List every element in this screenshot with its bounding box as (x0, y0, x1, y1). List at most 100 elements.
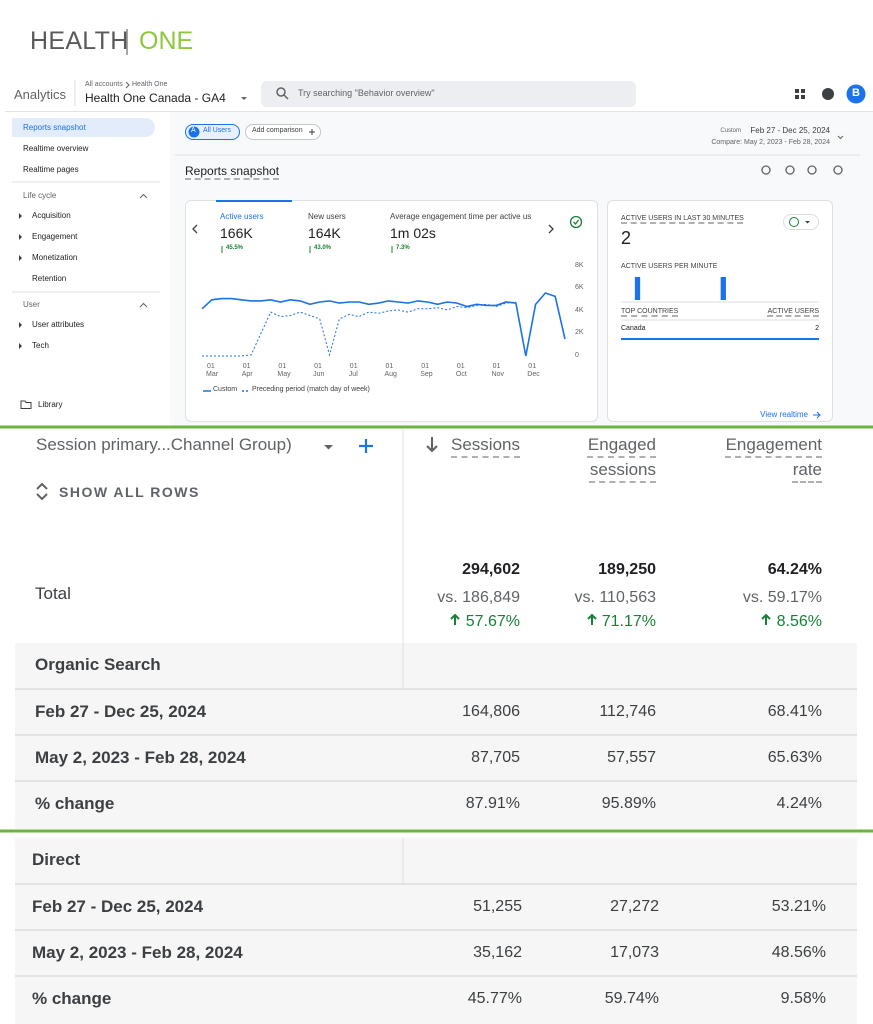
metric-label[interactable]: Active users (220, 212, 264, 221)
search-box[interactable] (261, 81, 636, 107)
x-tick-label: 01 (456, 363, 465, 370)
y-tick-label: 4K (575, 306, 584, 314)
metric-change: 43.0% (314, 245, 332, 251)
nav-item[interactable]: Engagement (32, 232, 78, 241)
total-compare: vs. 110,563 (574, 589, 656, 606)
nav-section[interactable]: User (23, 300, 40, 309)
table-header: ACTIVE USERS (767, 308, 819, 315)
date-mode: Custom (720, 128, 741, 134)
row-label: Feb 27 - Dec 25, 2024 (32, 897, 204, 916)
row-label: May 2, 2023 - Feb 28, 2024 (32, 943, 243, 962)
group-name: Organic Search (35, 655, 161, 674)
view-realtime-link[interactable]: View realtime (760, 410, 808, 419)
x-tick-label: 01 (314, 363, 322, 370)
nav-section[interactable]: Life cycle (23, 191, 57, 200)
x-tick-label: Oct (455, 371, 467, 378)
group-band (15, 838, 857, 1024)
metric-value: 164K (308, 225, 341, 241)
metric-value: 1m 02s (390, 225, 436, 241)
cell-value: 59.74% (604, 990, 659, 1007)
cell-value: 27,272 (610, 898, 659, 915)
column-header[interactable]: Engaged sessions (587, 435, 656, 479)
nav-item[interactable]: Realtime pages (23, 165, 79, 174)
status-pill[interactable] (783, 214, 819, 230)
y-tick-label: 6K (575, 284, 584, 291)
avatar-letter[interactable]: B (852, 87, 860, 99)
row-label: % change (35, 794, 115, 813)
nav-item[interactable]: Reports snapshot (23, 123, 86, 132)
x-tick-label: Dec (527, 371, 540, 378)
x-tick-label: May (277, 371, 291, 378)
realtime-title: ACTIVE USERS IN LAST 30 MINUTES (621, 215, 744, 222)
product-name: Analytics (14, 87, 67, 102)
x-tick-label: Mar (206, 371, 219, 378)
cell-value: 95.89% (601, 795, 656, 812)
metric-label[interactable]: Average engagement time per active us (390, 212, 532, 221)
metric-change: 45.5% (226, 245, 244, 251)
add-comparison-chip[interactable] (245, 124, 321, 140)
realtime-value: 2 (621, 228, 632, 248)
dimension-selector[interactable]: Session primary...Channel Group) (36, 435, 292, 454)
x-tick-label: Sep (420, 371, 433, 378)
cell-value: 9.58% (780, 990, 826, 1007)
cell-value: 87.91% (465, 795, 520, 812)
total-value: 189,250 (598, 561, 656, 578)
chart-title: ACTIVE USERS PER MINUTE (621, 263, 718, 270)
realtime-card (607, 200, 833, 422)
sidebar (5, 112, 170, 426)
total-compare: vs. 59.17% (742, 589, 822, 606)
x-tick-label: Apr (241, 371, 253, 378)
cell-value: 112,746 (599, 703, 656, 720)
total-change: 57.67% (465, 613, 520, 630)
x-tick-label: 01 (278, 363, 287, 370)
nav-item[interactable]: Library (38, 400, 63, 409)
total-label: Total (35, 584, 71, 603)
x-tick-label: Jun (313, 371, 325, 378)
nav-item[interactable]: Acquisition (32, 211, 71, 220)
cell-value: 4.24% (776, 795, 822, 812)
y-tick-label: 8K (575, 261, 584, 269)
country-value: 2 (815, 325, 819, 332)
cell-value: 53.21% (771, 898, 826, 915)
nav-item[interactable]: Retention (32, 274, 67, 283)
cell-value: 87,705 (471, 749, 520, 766)
compare-range: Compare: May 2, 2023 - Feb 28, 2024 (711, 139, 830, 146)
y-tick-label: 2K (575, 329, 584, 336)
total-value: 294,602 (462, 561, 520, 578)
x-tick-label: 01 (385, 363, 394, 370)
legend-label: Custom (213, 386, 238, 393)
nav-item[interactable]: Monetization (32, 253, 78, 262)
metric-change: 7.3% (396, 245, 410, 251)
country-name: Canada (621, 325, 646, 332)
total-compare: vs. 186,849 (437, 589, 520, 606)
cell-value: 65.63% (767, 749, 822, 766)
cell-value: 164,806 (462, 703, 520, 720)
logo-text: HEALTH (30, 27, 129, 55)
row-label: Feb 27 - Dec 25, 2024 (35, 702, 207, 721)
nav-item[interactable]: Tech (32, 341, 49, 350)
group-name: Direct (32, 850, 81, 869)
legend-label: Preceding period (match day of week) (252, 386, 370, 393)
column-header[interactable]: Engagement rate (725, 435, 822, 479)
x-tick-label: 01 (242, 363, 251, 370)
row-label: May 2, 2023 - Feb 28, 2024 (35, 748, 246, 767)
logo-text: ONE (139, 27, 194, 55)
row-label: % change (32, 989, 112, 1008)
date-range[interactable]: Feb 27 - Dec 25, 2024 (750, 126, 830, 135)
nav-item[interactable]: Realtime overview (23, 144, 89, 153)
metric-label[interactable]: New users (308, 212, 346, 221)
show-all-rows[interactable]: SHOW ALL ROWS (59, 484, 200, 500)
column-header[interactable]: Sessions (451, 435, 520, 454)
breadcrumb: Health One (132, 81, 168, 88)
cell-value: 57,557 (607, 749, 656, 766)
property-name[interactable]: Health One Canada - GA4 (85, 91, 226, 105)
y-tick-label: 0 (575, 351, 579, 359)
x-tick-label: Aug (384, 371, 397, 378)
total-change: 71.17% (601, 613, 656, 630)
page-title: Reports snapshot (185, 164, 280, 178)
x-tick-label: 01 (207, 363, 215, 370)
breadcrumb: All accounts (85, 81, 123, 88)
nav-item[interactable]: User attributes (32, 320, 85, 329)
table-header: TOP COUNTRIES (621, 308, 679, 315)
